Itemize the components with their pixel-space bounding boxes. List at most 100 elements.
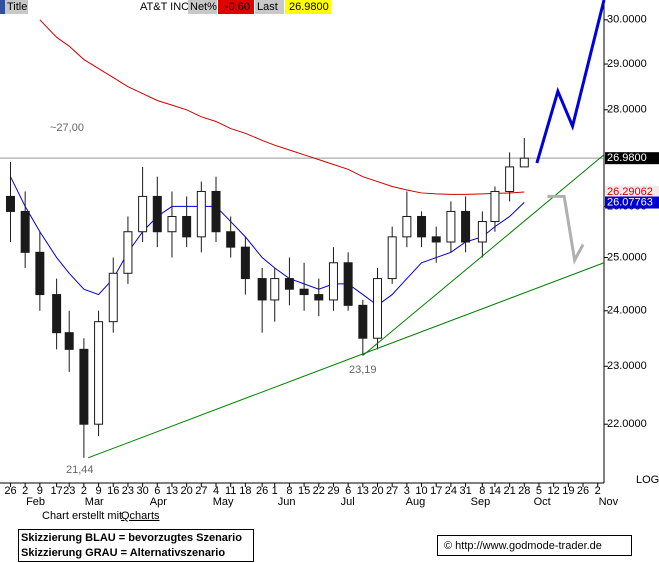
x-tick-label: 4 [213,485,219,497]
candle-body [358,304,368,339]
x-tick-label: 21 [504,485,516,497]
candle-body [519,157,529,168]
scenario-sketch [547,194,585,265]
x-tick-label: 20 [181,485,193,497]
x-tick-label: 28 [518,485,530,497]
legend-text: Skizzierung GRAU = Alternativszenario [21,547,225,559]
month-label: Oct [534,496,551,508]
header-title: Title [7,1,27,13]
candle-body [299,288,309,296]
candle-body [477,221,487,243]
header-cell [188,0,217,14]
candle-body [328,262,338,301]
month-label: Mar [85,496,104,508]
x-tick-label: 2 [22,485,28,497]
x-tick-label: 30 [136,485,148,497]
x-tick-label: 31 [459,485,471,497]
candle-body [446,210,456,243]
candle-body [387,236,397,280]
price-badge [605,196,659,209]
x-tick-label: 23 [122,485,134,497]
header-cell [218,0,254,14]
header-marker [0,0,5,14]
moving-average [39,19,525,195]
x-tick-label: 26 [577,485,589,497]
x-tick-label: 8 [286,485,292,497]
candle-body [417,215,427,238]
x-tick-label: 6 [345,485,351,497]
candle-body [123,231,133,274]
month-label: Jul [341,496,355,508]
header-cell [0,0,28,14]
x-tick-label: 19 [562,485,574,497]
month-label: Aug [406,496,426,508]
x-tick-label: 27 [386,485,398,497]
candle-body [240,246,250,280]
credit: Chart erstellt mit [42,510,122,522]
copyright-box [437,535,632,556]
moving-average [10,176,525,306]
candle-body [108,272,118,323]
copyright[interactable]: © http://www.godmode-trader.de [444,540,602,552]
x-tick-label: 9 [37,485,43,497]
header-net: -0.60 [225,1,250,13]
candle-body [505,166,515,192]
header-net-label: Net% [190,1,217,13]
x-tick-label: 3 [404,485,410,497]
header-symbol: AT&T INC [140,1,189,13]
x-tick-label: 1 [272,485,278,497]
candle-body [64,332,74,350]
y-tick-label: 25.0000 [607,251,647,263]
x-tick-label: 14 [489,485,501,497]
month-label: Jun [278,496,296,508]
price-badge-label: 26.07763 [607,196,653,208]
candle-body [35,251,45,296]
month-label: Apr [150,496,167,508]
candle-body [211,190,221,233]
credit-link[interactable]: Qcharts [121,510,160,522]
header-cell [255,0,284,14]
candle-body [257,278,267,301]
x-tick-label: 13 [357,485,369,497]
x-tick-label: 24 [445,485,457,497]
x-tick-label: 27 [195,485,207,497]
y-tick-label: 24.0000 [607,305,647,317]
header-last: 26.9800 [289,1,329,13]
candle-body [79,348,89,425]
legend-text: Skizzierung BLAU = bevorzugtes Szenario [21,532,242,544]
candle-body [20,210,30,253]
candle-body [226,231,236,248]
x-tick-label: 12 [548,485,560,497]
annotation: ~27,00 [50,122,84,134]
price-badge-label: 26.9800 [607,152,647,164]
x-tick-label: 26 [256,485,268,497]
x-tick-label: 20 [371,485,383,497]
trendline [362,154,605,356]
y-tick-label: 23.0000 [607,360,647,372]
x-tick-label: 17 [51,485,63,497]
candle-body [182,215,192,238]
y-tick-label: 30.0000 [607,14,647,26]
x-tick-label: 29 [327,485,339,497]
annotation: 23,19 [349,364,377,376]
y-tick-label: 29.0000 [607,58,647,70]
candle-body [270,278,280,301]
log-label: LOG [636,474,659,486]
x-tick-label: 15 [298,485,310,497]
price-badge-label: 26.29062 [607,186,653,198]
x-tick-label: 23 [63,485,75,497]
x-tick-label: 8 [479,485,485,497]
trendline [87,262,605,459]
y-tick-label: 28.0000 [607,104,647,116]
x-tick-label: 26 [4,485,16,497]
x-tick-label: 18 [239,485,251,497]
y-tick-label: 22.0000 [607,418,647,430]
x-tick-label: 2 [595,485,601,497]
x-tick-label: 16 [107,485,119,497]
candle-body [461,210,471,243]
x-tick-label: 5 [536,485,542,497]
x-tick-label: 2 [81,485,87,497]
month-label: May [213,496,234,508]
x-tick-label: 17 [430,485,442,497]
